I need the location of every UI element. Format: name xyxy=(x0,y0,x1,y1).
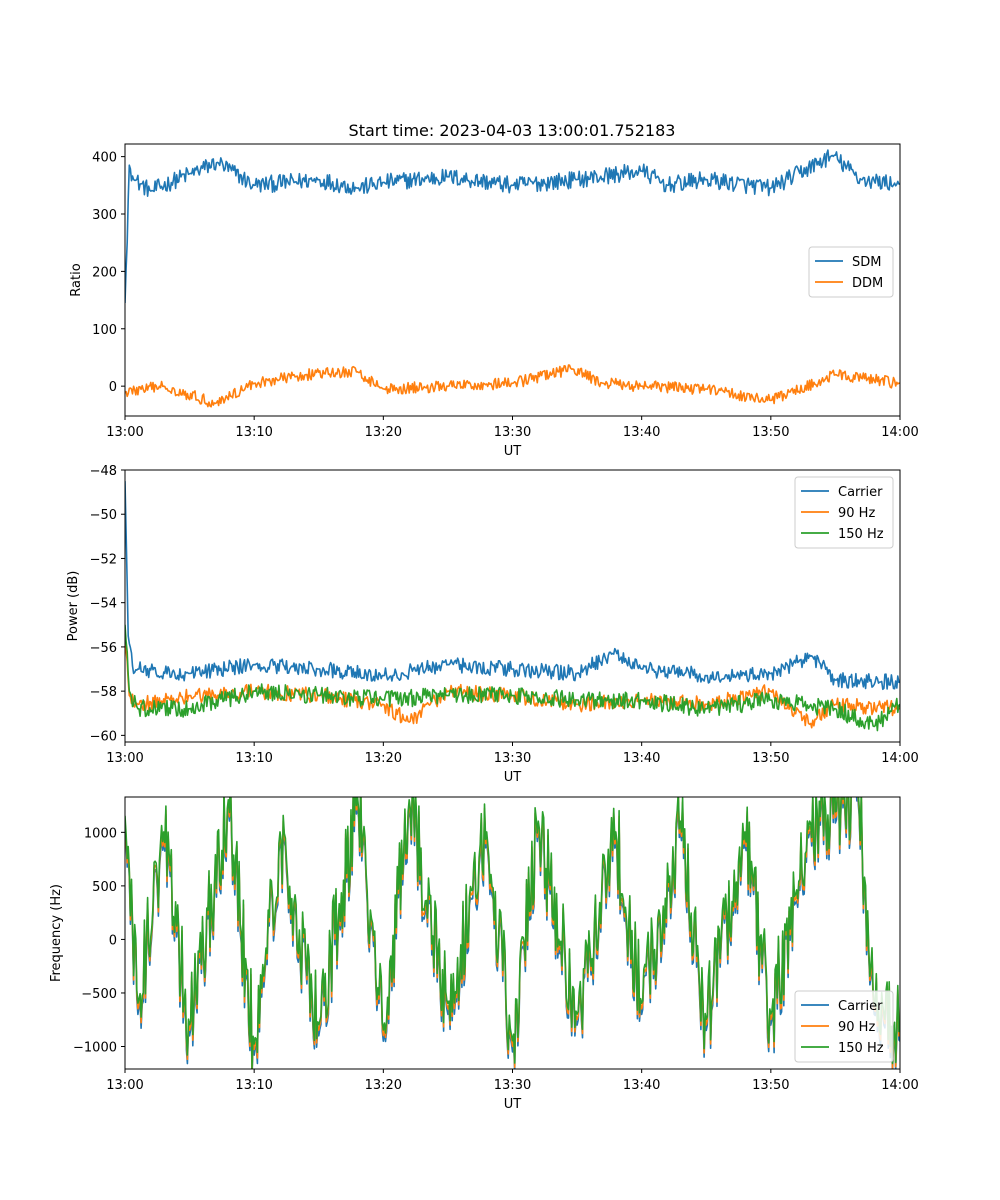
y-tick-label: 200 xyxy=(92,265,117,280)
legend-label-90-hz: 90 Hz xyxy=(838,1020,875,1035)
frequency-plot-area xyxy=(125,797,900,1069)
y-tick-label: 400 xyxy=(92,151,117,166)
legend-label-90-hz: 90 Hz xyxy=(838,506,875,521)
series-carrier-line xyxy=(125,797,900,1069)
legend-label-ddm: DDM xyxy=(852,276,883,291)
x-axis-label: UT xyxy=(504,444,522,459)
legend-box xyxy=(794,476,894,549)
power-panel: 13:00 13:10 13:20 13:30 13:40 13:50 14:00 −48 −5… xyxy=(66,464,919,785)
series-90-hz-line xyxy=(125,797,900,1069)
legend: Carrier 90 Hz 150 Hz xyxy=(794,990,894,1063)
chart-title: Start time: 2023-04-03 13:00:01.752183 xyxy=(349,121,676,140)
y-axis-label: Ratio xyxy=(69,263,84,296)
legend-label-carrier: Carrier xyxy=(838,485,883,500)
x-axis-label: UT xyxy=(504,770,522,785)
legend-label-carrier: Carrier xyxy=(838,999,883,1014)
ratio-panel: 13:00 13:10 13:20 13:30 13:40 13:50 14:00 400 30… xyxy=(69,143,919,459)
y-tick-label: −50 xyxy=(90,508,117,523)
frequency-panel: 13:00 13:10 13:20 13:30 13:40 13:50 14:00 1000 5… xyxy=(49,796,919,1112)
x-tick-label: 13:30 xyxy=(494,751,531,766)
x-tick-label: 13:10 xyxy=(235,425,272,440)
y-tick-label: 0 xyxy=(109,933,117,948)
x-tick-label: 13:10 xyxy=(235,751,272,766)
series-sdm-line xyxy=(125,149,900,304)
y-axis-label: Frequency (Hz) xyxy=(49,884,64,982)
x-tick-label: 13:00 xyxy=(106,425,143,440)
ratio-plot-area xyxy=(125,149,900,408)
x-tick-label: 13:30 xyxy=(494,425,531,440)
x-tick-label: 13:50 xyxy=(752,1078,789,1093)
legend-box xyxy=(794,990,894,1063)
y-tick-label: 500 xyxy=(92,880,117,895)
power-plot-area xyxy=(125,481,900,732)
x-tick-label: 14:00 xyxy=(881,425,918,440)
y-tick-label: −500 xyxy=(81,987,117,1002)
legend: Carrier 90 Hz 150 Hz xyxy=(794,476,894,549)
x-tick-label: 13:00 xyxy=(106,751,143,766)
series-carrier-line xyxy=(125,481,900,691)
series-90-hz-line xyxy=(125,635,900,729)
y-tick-label: −58 xyxy=(90,685,117,700)
y-tick-label: 300 xyxy=(92,208,117,223)
y-tick-label: −1000 xyxy=(73,1041,117,1056)
x-tick-label: 13:40 xyxy=(623,425,660,440)
series-150-hz-line xyxy=(125,624,900,732)
y-tick-label: 100 xyxy=(92,323,117,338)
x-tick-label: 13:00 xyxy=(106,1078,143,1093)
x-tick-label: 13:10 xyxy=(235,1078,272,1093)
x-tick-label: 14:00 xyxy=(881,1078,918,1093)
x-tick-label: 13:30 xyxy=(494,1078,531,1093)
y-tick-label: 1000 xyxy=(84,826,117,841)
x-tick-label: 13:40 xyxy=(623,751,660,766)
x-tick-label: 14:00 xyxy=(881,751,918,766)
series-ddm-line xyxy=(125,364,900,408)
x-axis-label: UT xyxy=(504,1097,522,1112)
x-tick-label: 13:20 xyxy=(365,425,402,440)
x-tick-label: 13:50 xyxy=(752,751,789,766)
y-tick-label: 0 xyxy=(109,380,117,395)
x-tick-label: 13:20 xyxy=(365,1078,402,1093)
y-tick-label: −56 xyxy=(90,641,117,656)
y-tick-label: −60 xyxy=(90,729,117,744)
x-tick-label: 13:40 xyxy=(623,1078,660,1093)
series-150-hz-line xyxy=(125,797,900,1069)
y-tick-label: −54 xyxy=(90,597,117,612)
legend: SDM DDM xyxy=(808,246,894,298)
legend-label-150-hz: 150 Hz xyxy=(838,1041,884,1056)
x-tick-label: 13:50 xyxy=(752,425,789,440)
y-axis-label: Power (dB) xyxy=(66,571,81,642)
y-tick-label: −52 xyxy=(90,552,117,567)
legend-label-150-hz: 150 Hz xyxy=(838,527,884,542)
legend-label-sdm: SDM xyxy=(852,255,881,270)
y-tick-label: −48 xyxy=(90,464,117,479)
x-tick-label: 13:20 xyxy=(365,751,402,766)
legend-box xyxy=(808,246,894,298)
